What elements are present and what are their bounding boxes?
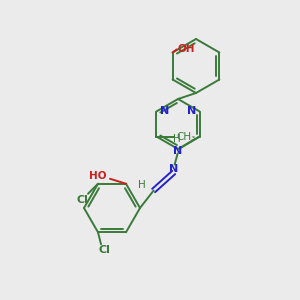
Text: H: H [138,179,146,190]
Text: N: N [169,164,178,173]
Text: N: N [187,106,196,116]
Text: N: N [160,106,169,116]
Text: Cl: Cl [76,195,88,205]
Text: CH₃: CH₃ [176,131,196,142]
Text: N: N [173,146,182,155]
Text: H: H [173,134,181,145]
Text: Cl: Cl [98,245,110,255]
Text: OH: OH [178,44,195,53]
Text: HO: HO [89,171,107,181]
